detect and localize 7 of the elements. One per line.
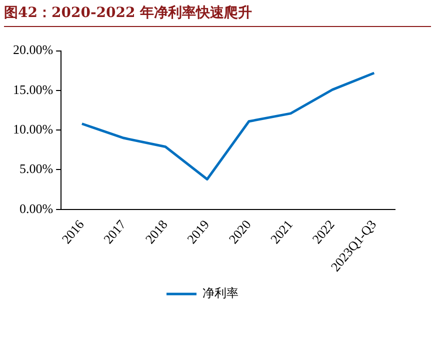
legend-label: 净利率 xyxy=(202,286,238,300)
chart-title: 图42：2020-2022 年净利率快速爬升 xyxy=(4,4,431,27)
y-tick-label: 20.00% xyxy=(12,42,54,58)
y-tick-label: 5.00% xyxy=(19,161,54,176)
y-tick-label: 0.00% xyxy=(19,200,54,216)
y-tick-label: 10.00% xyxy=(12,122,54,137)
y-tick-label: 15.00% xyxy=(12,82,54,97)
